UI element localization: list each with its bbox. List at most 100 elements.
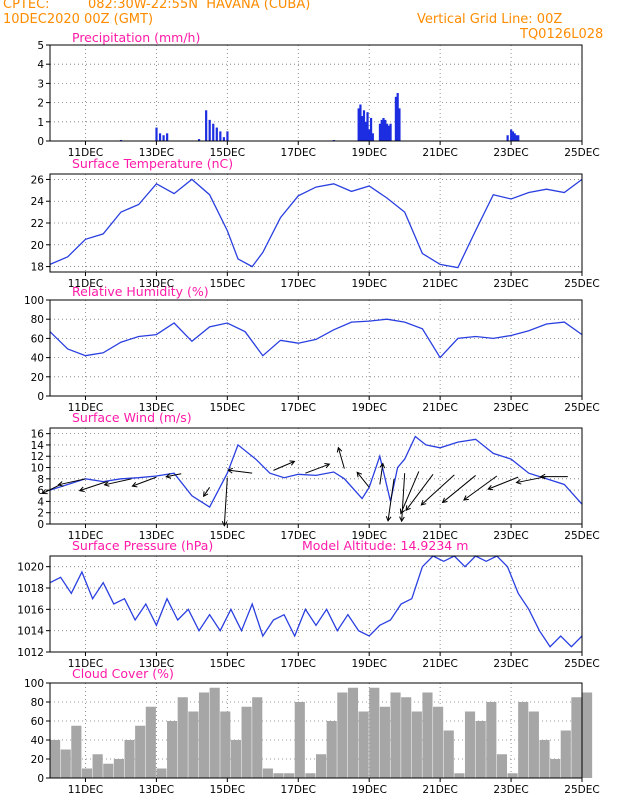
cloud-bar [316,754,327,778]
wind-arrow [223,477,228,526]
x-tick-label: 17DEC [281,530,316,542]
wind-arrow-head [420,499,427,506]
x-tick-label: 25DEC [564,784,599,796]
panel-frame [49,44,583,142]
x-tick-label: 25DEC [564,147,599,159]
cloud-bar [103,763,114,778]
precip-bar [364,121,367,141]
series-line [49,555,583,648]
cloud-bar [433,706,444,778]
y-tick-label: 1012 [17,647,44,659]
x-tick-label: 13DEC [139,147,174,159]
wind-arrow-head [78,486,85,493]
x-tick-label: 19DEC [351,278,386,290]
wind-arrow-head [385,515,392,522]
wind-arrow-head [41,489,48,495]
cloud-bar [156,768,167,778]
cloud-bar [560,730,571,778]
y-tick-label: 3 [37,78,44,90]
precip-bar [162,135,165,141]
y-tick-label: 8 [37,474,44,486]
cloud-bar [539,740,550,778]
x-tick-label: 11DEC [68,530,103,542]
cloud-bar [582,692,593,778]
wind-arrow [132,476,157,487]
x-tick-label: 23DEC [493,147,528,159]
x-tick-label: 11DEC [68,402,103,414]
precip-bar [513,133,516,141]
precip-bar [385,123,389,141]
cloud-bar [71,725,82,778]
precip-bar [384,119,387,141]
cloud-bar [475,721,486,778]
cloud-bar [188,711,199,778]
precip-bar [219,131,222,141]
wind-arrow-head [379,462,386,469]
precip-bar [357,108,360,141]
precip-bar [506,135,509,141]
y-tick-label: 16 [31,429,45,441]
x-tick-label: 21DEC [422,402,457,414]
wind-arrow [42,484,61,494]
panel-cloud: Cloud Cover (%) 0 20 40 60 80 100 11DEC 13DEC 15D… [24,666,600,796]
wind-arrow-head [539,473,546,480]
y-tick-label: 26 [31,174,45,186]
header-model-code: TQ0126L028 [520,27,604,42]
x-tick-label: 17DEC [281,278,316,290]
wind-arrow [516,476,547,484]
y-tick-label: 14 [31,440,45,452]
cloud-bar [230,740,242,778]
x-tick-label: 15DEC [210,530,245,542]
x-tick-label: 17DEC [281,402,316,414]
y-tick-label: 20 [31,754,44,766]
wind-arrow-head [324,462,331,469]
y-tick-label: 60 [31,333,44,345]
y-tick-label: 40 [31,735,44,747]
precip-bar [382,117,385,141]
wind-arrow-head [405,505,411,512]
precip-bar [155,127,158,141]
y-tick-label: 100 [24,295,44,307]
wind-arrow [203,487,211,497]
x-tick-label: 21DEC [422,784,457,796]
y-tick-label: 0 [37,519,44,531]
x-tick-label: 25DEC [564,402,599,414]
wind-arrow-head [463,495,469,501]
precip-bar [205,110,208,141]
series-line [49,435,583,509]
wind-arrow [442,475,476,503]
x-tick-label: 13DEC [139,278,174,290]
series-line [49,318,583,359]
panel-frame [49,427,583,525]
panel-title: Surface Temperature (nC) [72,156,233,171]
precip-bar [511,131,515,141]
precip-bar [368,129,371,141]
x-tick-label: 23DEC [493,402,528,414]
y-tick-label: 4 [37,59,44,71]
panel-title: Cloud Cover (%) [72,666,174,681]
x-tick-label: 17DEC [281,784,316,796]
x-tick-label: 11DEC [68,147,103,159]
cloud-bar [422,692,433,778]
wind-arrow [420,474,455,506]
precip-bar [398,108,401,141]
header-location: 082:30W-22:55N HAVANA (CUBA) [88,0,311,12]
precip-bar [369,117,373,141]
precip-bar [226,131,229,141]
cloud-bar [284,773,295,778]
y-tick-label: 0 [37,773,44,785]
wind-arrow [487,476,519,490]
wind-arrow [387,478,395,521]
x-tick-label: 15DEC [210,784,245,796]
precip-bar [361,116,364,141]
y-tick-label: 2 [37,508,44,520]
wind-arrow-head [227,467,233,474]
header-source: CPTEC: [3,0,50,12]
y-tick-label: 1020 [17,562,44,574]
wind-arrow [401,473,406,522]
panel-title: Precipitation (mm/h) [72,30,200,45]
x-tick-label: 13DEC [139,784,174,796]
precip-bar [212,123,215,141]
y-tick-label: 10 [31,463,44,475]
wind-arrow [305,463,330,474]
